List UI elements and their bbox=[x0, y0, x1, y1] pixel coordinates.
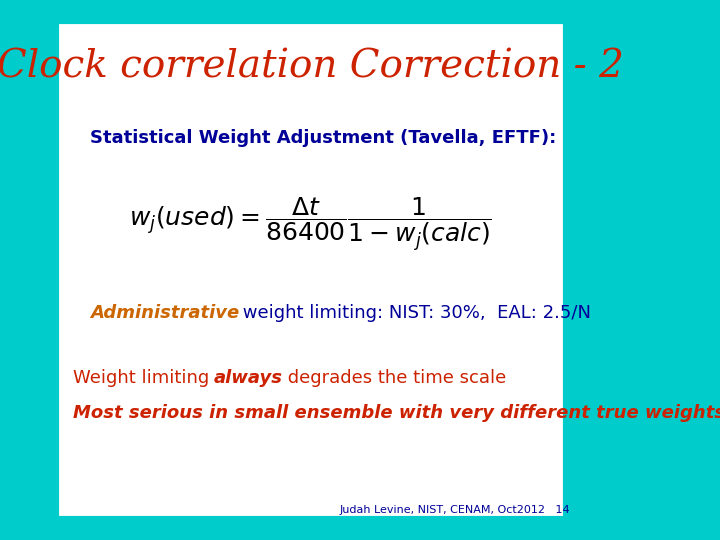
Text: Statistical Weight Adjustment (Tavella, EFTF):: Statistical Weight Adjustment (Tavella, … bbox=[90, 129, 556, 147]
Text: $w_j(used) = \dfrac{\Delta t}{86400} \dfrac{1}{1 - w_j(calc)}$: $w_j(used) = \dfrac{\Delta t}{86400} \df… bbox=[129, 195, 492, 253]
Text: Weight limiting: Weight limiting bbox=[73, 369, 215, 387]
Text: Judah Levine, NIST, CENAM, Oct2012   14: Judah Levine, NIST, CENAM, Oct2012 14 bbox=[340, 505, 570, 515]
FancyBboxPatch shape bbox=[57, 22, 564, 518]
Text: Most serious in small ensemble with very different true weights: Most serious in small ensemble with very… bbox=[73, 404, 720, 422]
Text: weight limiting: NIST: 30%,  EAL: 2.5/N: weight limiting: NIST: 30%, EAL: 2.5/N bbox=[238, 304, 591, 322]
Text: Clock correlation Correction - 2: Clock correlation Correction - 2 bbox=[0, 49, 624, 86]
Text: Administrative: Administrative bbox=[90, 304, 239, 322]
Text: degrades the time scale: degrades the time scale bbox=[282, 369, 506, 387]
Text: always: always bbox=[214, 369, 283, 387]
